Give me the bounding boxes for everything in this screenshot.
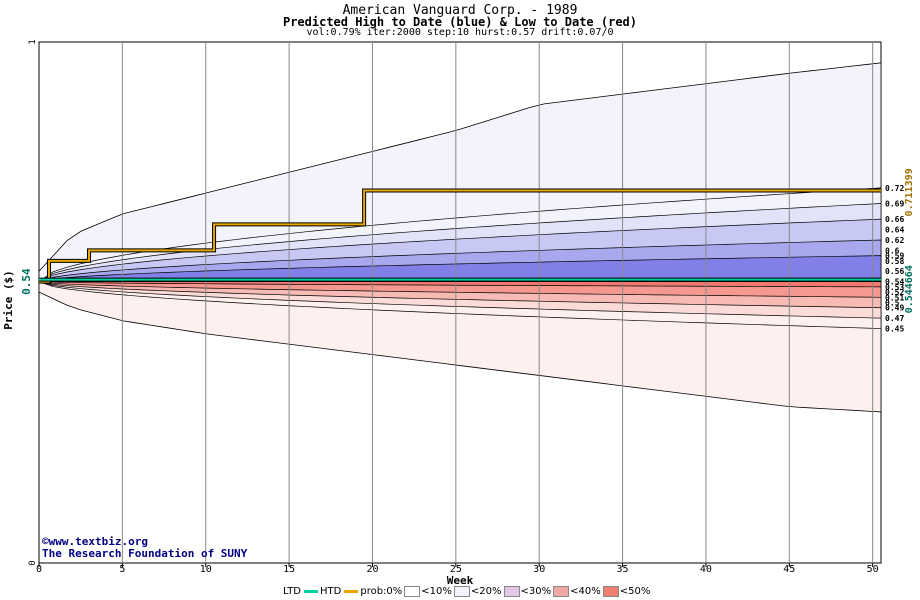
right-label-6: 0.59 — [885, 252, 904, 261]
right-label-0: 0.72 — [885, 184, 904, 193]
right-label-13: 0.5 — [885, 299, 900, 308]
chart-params: vol:0.79% iter:2000 step:10 hurst:0.57 d… — [306, 27, 614, 38]
credit-org: The Research Foundation of SUNY — [42, 547, 248, 560]
x-tick-label-10: 10 — [200, 564, 212, 575]
right-label-3: 0.64 — [885, 226, 904, 235]
ltd-value-label: 0.544664 — [904, 265, 915, 313]
legend-swatch-30 — [553, 586, 570, 597]
x-axis-label: Week — [447, 574, 474, 587]
right-label-15: 0.47 — [885, 314, 904, 323]
legend-b30-label: <30% — [520, 586, 552, 597]
right-label-10: 0.53 — [885, 283, 904, 292]
htd-line — [39, 189, 881, 283]
x-tick-label-35: 35 — [617, 564, 629, 575]
legend-b20-label: <20% — [470, 586, 502, 597]
right-label-5: 0.6 — [885, 246, 900, 255]
x-tick-label-30: 30 — [533, 564, 545, 575]
y-axis-label: Price ($) — [2, 270, 15, 330]
x-tick-label-20: 20 — [366, 564, 378, 575]
right-label-2: 0.66 — [885, 215, 904, 224]
right-label-16: 0.45 — [885, 325, 904, 334]
start-price-label: 0.54 — [20, 268, 33, 295]
legend-ltd-label: LTD — [283, 586, 302, 597]
right-label-4: 0.62 — [885, 236, 904, 245]
x-tick-label-40: 40 — [700, 564, 712, 575]
right-label-11: 0.52 — [885, 288, 904, 297]
legend-htd-swatch — [344, 590, 359, 593]
x-tick-label-45: 45 — [783, 564, 795, 575]
x-tick-label-0: 0 — [36, 564, 42, 575]
red-band-5 — [38, 281, 882, 288]
right-label-9: 0.54 — [885, 278, 904, 287]
x-tick-label-5: 5 — [119, 564, 125, 575]
legend-ltd-swatch — [304, 590, 319, 593]
x-tick-label-50: 50 — [867, 564, 879, 575]
legend-swatch-0 — [404, 586, 421, 597]
chart-subtitle: Predicted High to Date (blue) & Low to D… — [282, 15, 637, 29]
chart-title: American Vanguard Corp. - 1989 — [342, 3, 578, 18]
x-tick-label-25: 25 — [450, 564, 462, 575]
legend-b40-label: <40% — [570, 586, 601, 597]
legend-swatch-20 — [503, 586, 520, 597]
legend-swatch-40 — [602, 586, 619, 597]
legend-b50-label: <50% — [619, 586, 651, 597]
x-tick-label-15: 15 — [283, 564, 295, 575]
y-tick-label-0: 0 — [28, 560, 38, 565]
legend-htd-label: HTD — [320, 586, 342, 597]
legend-swatch-10 — [453, 586, 470, 597]
right-label-8: 0.56 — [885, 267, 904, 276]
htd-value-label: 0.711399 — [904, 168, 915, 216]
y-tick-label-1: 1 — [28, 39, 38, 44]
right-label-14: 0.49 — [885, 304, 904, 313]
legend-b10-label: <10% — [421, 586, 452, 597]
right-label-12: 0.51 — [885, 293, 904, 302]
right-label-1: 0.69 — [885, 200, 904, 209]
right-label-7: 0.58 — [885, 257, 904, 266]
legend: LTD HTD prob:0% <10% <20% <30% <40% <50% — [283, 586, 651, 597]
legend-prob-label: prob:0% — [360, 586, 403, 597]
credit-url: ©www.textbiz.org — [42, 535, 148, 548]
